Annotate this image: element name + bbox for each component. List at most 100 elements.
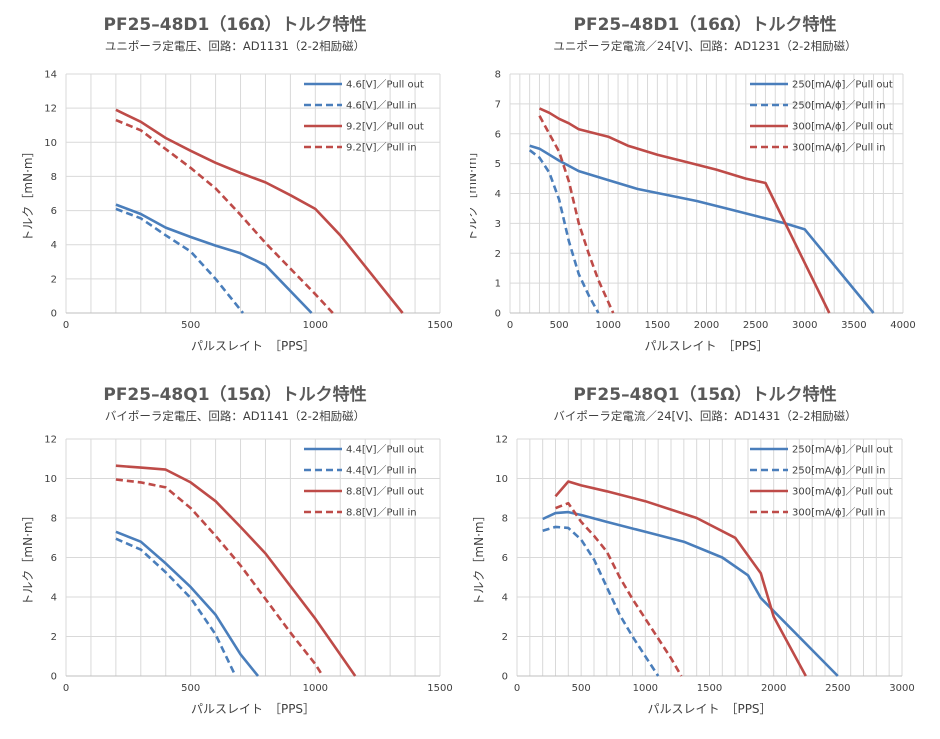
y-axis-label: トルク［mN·m］ bbox=[21, 145, 35, 241]
chart-title: PF25–48Q1（15Ω）トルク特性 bbox=[573, 385, 837, 405]
chart-subtitle: ユニポーラ定電圧、回路：AD1131（2-2相励磁） bbox=[104, 39, 366, 53]
x-axis-label: パルスレイト ［PPS］ bbox=[191, 339, 315, 353]
y-tick-label: 10 bbox=[495, 474, 508, 485]
series-line-3 bbox=[554, 480, 807, 677]
x-axis-label: パルスレイト ［PPS］ bbox=[647, 702, 771, 716]
x-axis-label: パルスレイト ［PPS］ bbox=[191, 702, 315, 716]
legend-label: 4.6[V]／Pull out bbox=[346, 79, 424, 91]
series-line-4 bbox=[115, 118, 334, 314]
x-tick-label: 1500 bbox=[427, 683, 452, 694]
y-tick-label: 10 bbox=[44, 138, 57, 149]
series-line-3 bbox=[115, 108, 404, 314]
y-tick-label: 6 bbox=[502, 553, 508, 564]
y-tick-label: 12 bbox=[44, 435, 57, 446]
series-line-4 bbox=[555, 501, 683, 677]
chart-panel-1: PF25–48D1（16Ω）トルク特性 ユニポーラ定電圧、回路：AD1131（2… bbox=[0, 0, 470, 369]
legend-label: 4.4[V]／Pull out bbox=[346, 444, 424, 456]
legend-label: 300[mA/ϕ]／Pull in bbox=[792, 507, 885, 519]
y-tick-label: 12 bbox=[495, 435, 508, 446]
chart-title: PF25–48Q1（15Ω）トルク特性 bbox=[103, 385, 367, 405]
y-tick-label: 5 bbox=[495, 159, 501, 170]
y-tick-label: 12 bbox=[44, 104, 57, 115]
y-tick-label: 4 bbox=[502, 593, 508, 604]
chart-plot: 0 500 1000 1500 0 2 4 6 8 10 12 14 パルスレイト ［PPS］ トルク［m… bbox=[21, 70, 453, 354]
x-tick-label: 0 bbox=[63, 683, 69, 694]
chart-panel-3: PF25–48Q1（15Ω）トルク特性 バイポーラ定電圧、回路：AD1141（2… bbox=[0, 370, 470, 739]
series-line-2 bbox=[542, 525, 660, 677]
y-tick-label: 8 bbox=[495, 70, 501, 81]
legend-label: 8.8[V]／Pull in bbox=[346, 507, 417, 519]
chart-plot: 0 500 1000 1500 0 2 4 6 8 10 12 パルスレイト ［PPS］ トルク［mN·… bbox=[21, 435, 453, 717]
y-tick-label: 10 bbox=[44, 474, 57, 485]
series-line-2 bbox=[115, 207, 245, 314]
x-tick-label: 500 bbox=[181, 683, 200, 694]
y-tick-label: 0 bbox=[51, 309, 57, 320]
x-tick-label: 0 bbox=[63, 320, 69, 331]
y-axis-label: トルク［mN·m］ bbox=[21, 509, 35, 605]
chart-subtitle: ユニポーラ定電流／24[V]、回路：AD1231（2-2相励磁） bbox=[553, 39, 857, 53]
legend-label: 250[mA/ϕ]／Pull in bbox=[792, 465, 885, 477]
y-tick-label: 8 bbox=[51, 172, 57, 183]
x-tick-label: 1500 bbox=[697, 683, 722, 694]
legend-label: 300[mA/ϕ]／Pull out bbox=[792, 121, 893, 133]
legend-label: 250[mA/ϕ]／Pull in bbox=[792, 100, 885, 112]
legend-label: 9.2[V]／Pull in bbox=[346, 142, 417, 154]
y-tick-label: 4 bbox=[51, 593, 57, 604]
series-line-4 bbox=[538, 115, 615, 314]
y-tick-label: 3 bbox=[495, 219, 501, 230]
x-tick-label: 0 bbox=[514, 683, 520, 694]
x-tick-label: 1500 bbox=[645, 320, 670, 331]
y-axis-label: トルク［mN·m］ bbox=[470, 145, 479, 241]
x-tick-label: 2000 bbox=[694, 320, 719, 331]
y-tick-label: 6 bbox=[51, 553, 57, 564]
x-tick-label: 3000 bbox=[889, 683, 914, 694]
chart-subtitle: バイポーラ定電圧、回路：AD1141（2-2相励磁） bbox=[104, 409, 366, 423]
chart-panel-2: PF25–48D1（16Ω）トルク特性 ユニポーラ定電流／24[V]、回路：AD… bbox=[470, 0, 940, 369]
x-tick-label: 1000 bbox=[633, 683, 658, 694]
x-tick-label: 1000 bbox=[303, 320, 328, 331]
series-line-2 bbox=[528, 149, 600, 314]
chart-panel-4: PF25–48Q1（15Ω）トルク特性 バイポーラ定電流／24[V]、回路：AD… bbox=[470, 370, 940, 739]
chart-title: PF25–48D1（16Ω）トルク特性 bbox=[573, 15, 837, 35]
legend-label: 4.4[V]／Pull in bbox=[346, 465, 417, 477]
y-tick-label: 1 bbox=[495, 279, 501, 290]
y-tick-label: 6 bbox=[51, 206, 57, 217]
legend-label: 8.8[V]／Pull out bbox=[346, 486, 424, 498]
legend-label: 9.2[V]／Pull out bbox=[346, 121, 424, 133]
series-line-1 bbox=[115, 203, 313, 314]
chart-plot: 0 500 1000 1500 2000 2500 3000 0 2 4 6 8 10 12 パルスレイト … bbox=[472, 435, 915, 717]
y-tick-label: 8 bbox=[502, 514, 508, 525]
y-tick-label: 0 bbox=[502, 672, 508, 683]
chart-title: PF25–48D1（16Ω）トルク特性 bbox=[103, 15, 367, 35]
x-tick-label: 2000 bbox=[761, 683, 786, 694]
x-tick-label: 1000 bbox=[303, 683, 328, 694]
y-tick-label: 2 bbox=[51, 274, 57, 285]
y-tick-label: 2 bbox=[51, 632, 57, 643]
y-tick-label: 2 bbox=[495, 249, 501, 260]
x-tick-label: 500 bbox=[181, 320, 200, 331]
x-tick-label: 2500 bbox=[743, 320, 768, 331]
y-tick-label: 0 bbox=[51, 672, 57, 683]
series-line-3 bbox=[538, 107, 831, 314]
series-line-1 bbox=[542, 510, 839, 677]
series-line-1 bbox=[115, 530, 260, 677]
series-line-3 bbox=[115, 464, 357, 677]
legend-label: 250[mA/ϕ]／Pull out bbox=[792, 444, 893, 456]
y-tick-label: 7 bbox=[495, 99, 501, 110]
legend-label: 250[mA/ϕ]／Pull out bbox=[792, 79, 893, 91]
x-tick-label: 500 bbox=[572, 683, 591, 694]
legend-label: 4.6[V]／Pull in bbox=[346, 100, 417, 112]
x-tick-label: 2500 bbox=[825, 683, 850, 694]
x-tick-label: 1000 bbox=[596, 320, 621, 331]
y-tick-label: 6 bbox=[495, 129, 501, 140]
x-tick-label: 0 bbox=[507, 320, 513, 331]
legend-label: 300[mA/ϕ]／Pull in bbox=[792, 142, 885, 154]
x-tick-label: 3000 bbox=[792, 320, 817, 331]
y-tick-label: 0 bbox=[495, 309, 501, 320]
x-axis-label: パルスレイト ［PPS］ bbox=[644, 339, 768, 353]
series-line-2 bbox=[115, 537, 237, 677]
x-tick-label: 500 bbox=[550, 320, 569, 331]
y-tick-label: 14 bbox=[44, 70, 57, 81]
chart-subtitle: バイポーラ定電流／24[V]、回路：AD1431（2-2相励磁） bbox=[553, 409, 857, 423]
y-tick-label: 8 bbox=[51, 514, 57, 525]
